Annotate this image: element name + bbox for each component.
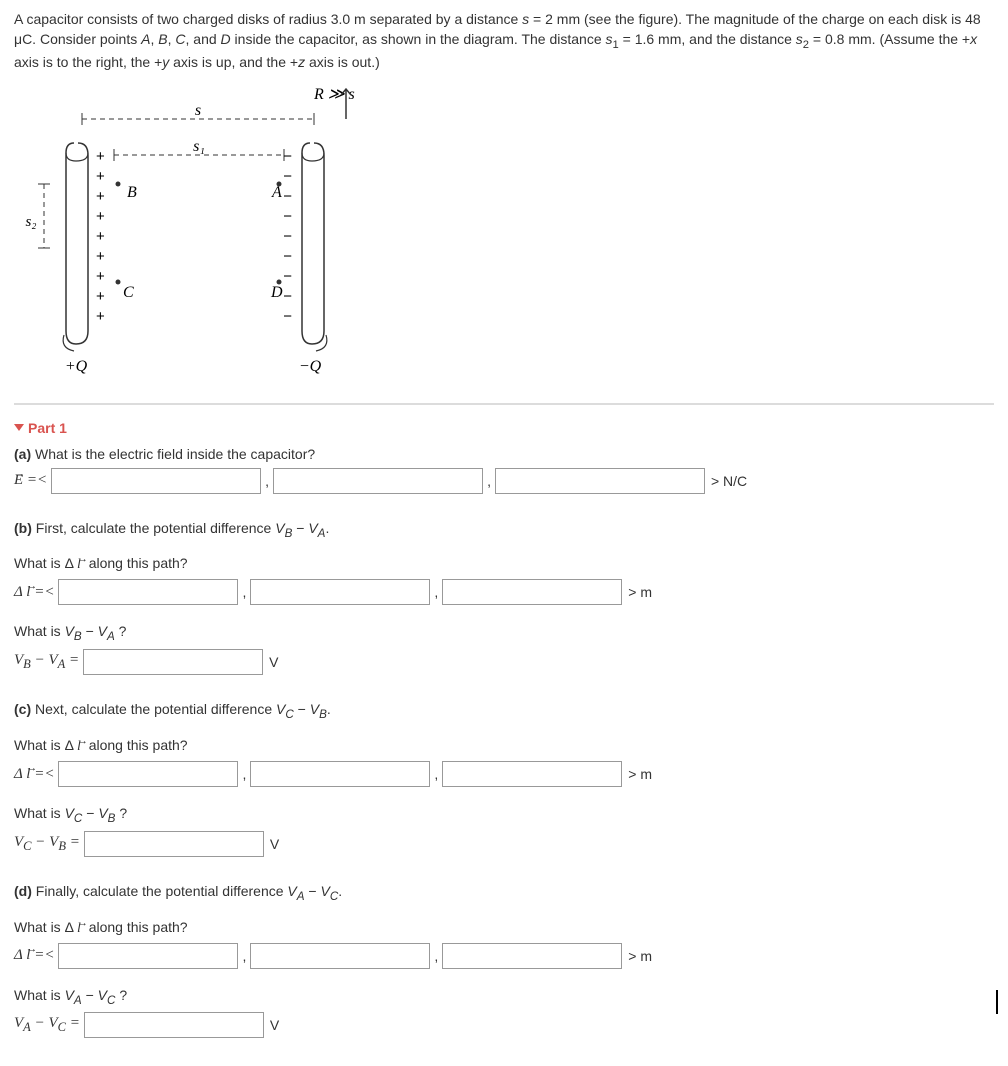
answer-row-b-dl: Δ →l =< , , > m: [14, 579, 994, 605]
capacitor-figure: R ≫ s s s₁ s₂ + + + + + + + + + +Q − − −…: [14, 83, 994, 383]
text-fragment: axis is to the right, the +: [14, 54, 162, 70]
question-c-intro: (c) Next, calculate the potential differ…: [14, 701, 994, 721]
text-fragment: = 1.6 mm, and the distance: [619, 31, 796, 47]
label-plusQ: +Q: [65, 358, 88, 375]
question-c-dl: What is Δ →l along this path?: [14, 737, 994, 755]
svg-text:+: +: [96, 148, 105, 165]
text-fragment: axis is up, and the +: [169, 54, 298, 70]
input-b-dl-y[interactable]: [250, 579, 430, 605]
question-b-dl: What is Δ →l along this path?: [14, 555, 994, 573]
label-d-dl: Δ →l =<: [14, 947, 54, 964]
svg-text:−: −: [283, 268, 292, 285]
svg-text:+: +: [96, 268, 105, 285]
unit-d-dl: > m: [628, 948, 652, 964]
svg-text:+: +: [96, 168, 105, 185]
question-b-v: What is VB − VA ?: [14, 623, 994, 643]
input-a-y[interactable]: [273, 468, 483, 494]
input-b-dl-z[interactable]: [442, 579, 622, 605]
answer-row-d-dl: Δ →l =< , , > m: [14, 943, 994, 969]
answer-row-b-v: VB − VA = V: [14, 649, 994, 675]
text-fragment: = 0.8 mm. (Assume the +: [809, 31, 970, 47]
question-a-prompt: (a) What is the electric field inside th…: [14, 446, 994, 462]
svg-text:−: −: [283, 308, 292, 325]
svg-text:+: +: [96, 228, 105, 245]
collapse-triangle-icon: [14, 424, 24, 431]
text-fragment: inside the capacitor, as shown in the di…: [231, 31, 606, 47]
label-c-dl: Δ →l =<: [14, 766, 54, 783]
svg-text:−: −: [283, 148, 292, 165]
svg-text:−: −: [283, 248, 292, 265]
answer-row-a: →E =< , , > N/C: [14, 468, 994, 494]
figure-svg: R ≫ s s s₁ s₂ + + + + + + + + + +Q − − −…: [14, 83, 384, 383]
unit-a: > N/C: [711, 473, 747, 489]
svg-text:−: −: [283, 208, 292, 225]
part-1-title: Part 1: [28, 420, 67, 436]
label-E-vector: →E =<: [14, 472, 47, 489]
input-b-v[interactable]: [83, 649, 263, 675]
svg-text:−: −: [283, 228, 292, 245]
svg-text:+: +: [96, 288, 105, 305]
svg-text:+: +: [96, 248, 105, 265]
label-minusQ: −Q: [299, 358, 322, 375]
label-B: B: [127, 184, 137, 201]
label-A: A: [271, 184, 282, 201]
input-c-dl-x[interactable]: [58, 761, 238, 787]
part-1-header[interactable]: Part 1: [14, 420, 994, 436]
svg-text:+: +: [96, 188, 105, 205]
question-d-dl: What is Δ →l along this path?: [14, 919, 994, 937]
input-d-dl-y[interactable]: [250, 943, 430, 969]
input-a-z[interactable]: [495, 468, 705, 494]
label-Rgts: R ≫ s: [313, 86, 355, 103]
answer-row-c-v: VC − VB = V: [14, 831, 994, 857]
label-b-dl: Δ →l =<: [14, 584, 54, 601]
section-divider: [14, 403, 994, 405]
label-b-v: VB − VA =: [14, 652, 79, 672]
unit-d-v: V: [270, 1017, 279, 1033]
text-fragment: axis is out.): [305, 54, 380, 70]
label-s: s: [195, 102, 201, 119]
input-b-dl-x[interactable]: [58, 579, 238, 605]
label-s1: s₁: [193, 138, 205, 155]
svg-text:−: −: [283, 288, 292, 305]
input-c-dl-y[interactable]: [250, 761, 430, 787]
unit-b-v: V: [269, 654, 278, 670]
label-d-v: VA − VC =: [14, 1015, 80, 1035]
question-d-intro: (d) Finally, calculate the potential dif…: [14, 883, 994, 903]
text-cursor-icon: [996, 990, 998, 1014]
input-c-dl-z[interactable]: [442, 761, 622, 787]
text-fragment: , and: [186, 31, 221, 47]
svg-text:−: −: [283, 168, 292, 185]
svg-text:−: −: [283, 188, 292, 205]
question-d-v: What is VA − VC ?: [14, 987, 994, 1007]
input-a-x[interactable]: [51, 468, 261, 494]
question-c-v: What is VC − VB ?: [14, 805, 994, 825]
unit-c-v: V: [270, 836, 279, 852]
label-c-v: VC − VB =: [14, 834, 80, 854]
text-fragment: A capacitor consists of two charged disk…: [14, 11, 522, 27]
question-b-intro: (b) First, calculate the potential diffe…: [14, 520, 994, 540]
svg-text:+: +: [96, 208, 105, 225]
input-d-dl-x[interactable]: [58, 943, 238, 969]
input-c-v[interactable]: [84, 831, 264, 857]
unit-c-dl: > m: [628, 766, 652, 782]
label-C: C: [123, 284, 134, 301]
input-d-dl-z[interactable]: [442, 943, 622, 969]
input-d-v[interactable]: [84, 1012, 264, 1038]
label-s2: s₂: [25, 214, 36, 230]
label-D: D: [270, 284, 283, 301]
answer-row-c-dl: Δ →l =< , , > m: [14, 761, 994, 787]
unit-b-dl: > m: [628, 584, 652, 600]
problem-statement: A capacitor consists of two charged disk…: [14, 10, 994, 73]
answer-row-d-v: VA − VC = V: [14, 1012, 994, 1038]
svg-text:+: +: [96, 308, 105, 325]
